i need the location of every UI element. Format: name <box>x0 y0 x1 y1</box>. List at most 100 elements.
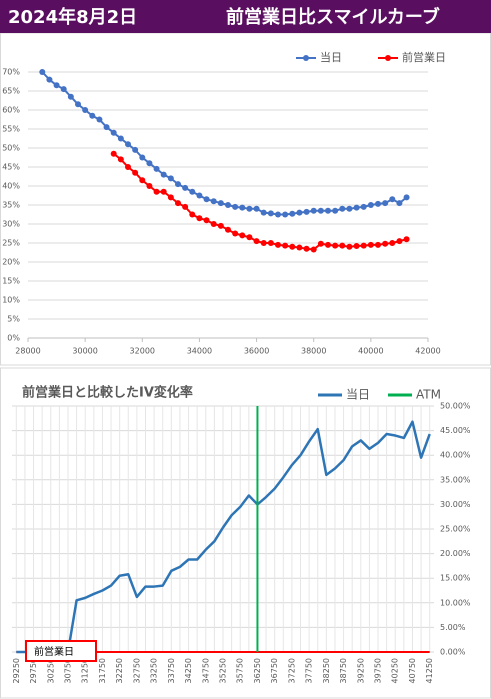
point <box>125 164 131 170</box>
point <box>75 101 81 108</box>
x-tick-label: 38750 <box>339 658 348 683</box>
point <box>282 242 289 249</box>
y-tick-label: 40.00% <box>440 451 471 460</box>
point <box>160 171 167 178</box>
point <box>339 205 346 212</box>
series-label-box <box>25 640 97 662</box>
x-tick-label: 30000 <box>72 347 97 356</box>
y-tick-label: 10% <box>2 296 20 305</box>
x-tick-label: 37250 <box>287 658 296 683</box>
point <box>146 183 153 189</box>
chart-title: 前営業日と比較したIV変化率 <box>22 385 193 401</box>
point <box>96 116 103 123</box>
point <box>367 241 374 248</box>
y-tick-label: 0% <box>7 334 20 343</box>
point <box>203 196 210 203</box>
point <box>267 210 274 217</box>
point <box>325 241 331 248</box>
point <box>382 200 389 207</box>
point <box>267 240 274 246</box>
point <box>210 198 217 205</box>
legend-marker <box>303 55 309 61</box>
point <box>117 135 124 142</box>
point <box>260 240 267 246</box>
point <box>167 175 174 182</box>
point <box>103 124 110 131</box>
point <box>203 217 210 224</box>
y-tick-label: 5% <box>7 315 20 324</box>
y-tick-label: 20.00% <box>440 549 471 558</box>
point <box>289 243 296 250</box>
point <box>375 200 381 207</box>
y-tick-label: 50% <box>2 144 20 153</box>
x-tick-label: 33750 <box>167 658 176 683</box>
y-tick-label: 30% <box>2 220 20 229</box>
point <box>403 194 410 201</box>
point <box>396 200 403 207</box>
y-tick-label: 35% <box>2 201 20 210</box>
point <box>317 207 324 214</box>
legend-marker <box>385 55 391 61</box>
y-tick-label: 10.00% <box>440 598 471 607</box>
x-tick-label: 34250 <box>184 658 193 683</box>
x-tick-label: 36250 <box>253 658 262 683</box>
x-tick-label: 32250 <box>115 658 124 683</box>
x-tick-label: 42000 <box>415 347 440 356</box>
y-tick-label: 50.00% <box>440 402 471 411</box>
x-tick-label: 40250 <box>391 658 400 683</box>
point <box>317 240 324 247</box>
point <box>325 207 331 214</box>
point <box>310 207 317 214</box>
y-tick-label: 30.00% <box>440 500 471 509</box>
point <box>275 211 281 218</box>
point <box>110 129 117 136</box>
y-tick-label: 40% <box>2 182 20 191</box>
point <box>310 246 317 253</box>
x-tick-label: 30250 <box>46 658 55 683</box>
point <box>89 112 96 119</box>
point <box>246 234 253 241</box>
x-tick-label: 29750 <box>29 658 38 683</box>
point <box>153 165 160 172</box>
point <box>239 232 246 239</box>
point <box>303 208 310 215</box>
point <box>175 200 181 207</box>
point <box>67 93 74 100</box>
series-label: 前営業日 <box>34 645 74 658</box>
point <box>389 196 396 203</box>
point <box>210 221 217 227</box>
point <box>217 200 224 207</box>
point <box>389 240 396 246</box>
point <box>339 242 346 249</box>
y-tick-label: 20% <box>2 258 20 267</box>
point <box>175 181 181 188</box>
x-tick-label: 31250 <box>81 658 90 683</box>
point <box>353 243 360 250</box>
y-tick-label: 70% <box>2 68 20 77</box>
point <box>182 184 189 191</box>
legend-label: 前営業日 <box>402 50 446 64</box>
point <box>246 205 253 212</box>
y-tick-label: 15.00% <box>440 574 471 583</box>
legend-label: 当日 <box>346 388 370 402</box>
point <box>225 226 231 233</box>
y-tick-label: 35.00% <box>440 475 471 484</box>
point <box>239 204 246 211</box>
x-tick-label: 39750 <box>374 658 383 683</box>
point <box>132 169 139 176</box>
y-tick-label: 25.00% <box>440 525 471 534</box>
point <box>153 188 160 195</box>
point <box>360 242 367 249</box>
point <box>182 203 189 210</box>
point <box>139 177 146 184</box>
x-tick-label: 40750 <box>408 658 417 683</box>
point <box>196 192 203 199</box>
point <box>146 160 153 167</box>
point <box>360 203 367 210</box>
point <box>217 222 224 229</box>
point <box>125 141 131 148</box>
chart-frame <box>0 32 491 366</box>
point <box>39 69 46 75</box>
y-tick-label: 65% <box>2 87 20 96</box>
point <box>253 238 260 245</box>
